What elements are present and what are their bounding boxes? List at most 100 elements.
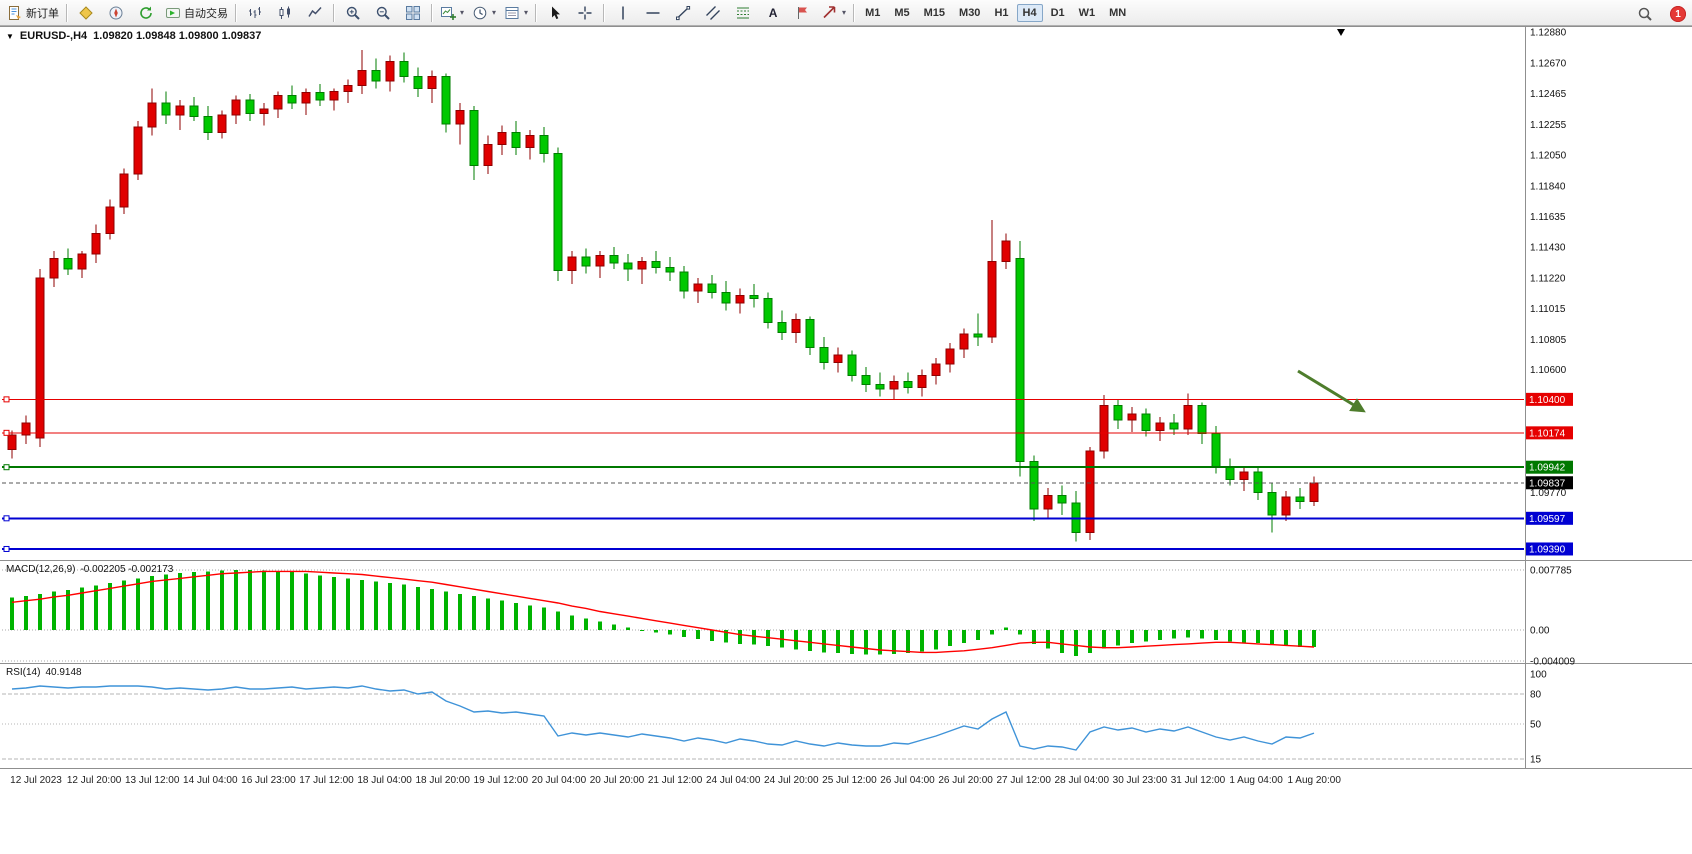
chart-menu-icon[interactable]: ▼ <box>6 31 14 41</box>
timeframe-m5[interactable]: M5 <box>894 6 910 19</box>
candle <box>553 147 563 281</box>
candle <box>819 337 829 370</box>
shapes-button[interactable]: ▾ <box>818 1 850 25</box>
price-line[interactable]: 1.10400 <box>2 392 1573 406</box>
price-line[interactable]: 1.10174 <box>2 426 1573 440</box>
price-axis-label: 1.10805 <box>1530 335 1567 346</box>
candle <box>343 79 353 104</box>
arrow-annotation[interactable] <box>1297 369 1366 413</box>
candle <box>1267 482 1277 533</box>
candle <box>581 248 591 274</box>
timeframe-h4[interactable]: H4 <box>1016 3 1043 22</box>
candle <box>21 415 31 444</box>
candle <box>413 67 423 98</box>
price-line-label-box <box>1526 392 1573 406</box>
new-order-button[interactable]: 新订单 <box>3 1 63 25</box>
templates-icon <box>505 6 519 19</box>
line-anchor[interactable] <box>3 464 10 471</box>
price-line[interactable]: 1.09597 <box>2 511 1573 525</box>
search-icon <box>1638 7 1652 21</box>
navigator-icon <box>109 6 123 19</box>
line-anchor[interactable] <box>3 545 10 552</box>
trendline-icon <box>676 5 691 20</box>
timeframe-m1[interactable]: M1 <box>865 6 881 19</box>
line-anchor[interactable] <box>3 429 10 436</box>
candle <box>1239 466 1249 492</box>
candle <box>7 430 17 459</box>
candle <box>147 88 157 136</box>
chart-canvas[interactable]: 1.12880 1.12670 1.12465 1.12255 1.12050 1.118… <box>0 26 1692 792</box>
timeframe-w1[interactable]: W1 <box>1078 6 1096 19</box>
navigator-button[interactable] <box>101 1 131 25</box>
crosshair-icon <box>578 6 592 19</box>
search-button[interactable] <box>1630 2 1660 26</box>
price-line-label: 1.09597 <box>1529 514 1566 525</box>
tile-windows-button[interactable] <box>398 1 428 25</box>
vertical-line-button[interactable] <box>608 1 638 25</box>
time-axis-label: 1 Aug 20:00 <box>1288 775 1342 786</box>
candle <box>833 347 843 373</box>
candle <box>1309 476 1319 507</box>
horizontal-line-button[interactable] <box>638 1 668 25</box>
candle <box>175 100 185 130</box>
time-axis-label: 21 Jul 12:00 <box>648 775 703 786</box>
candle <box>217 110 227 139</box>
periods-button[interactable]: ▾ <box>468 1 500 25</box>
channel-button[interactable] <box>698 1 728 25</box>
horizontal-line-icon <box>646 11 660 14</box>
price-axis-label: 1.11635 <box>1530 212 1566 223</box>
timeframe-d1[interactable]: D1 <box>1050 6 1065 19</box>
candle <box>525 129 535 160</box>
zoom-out-button[interactable] <box>368 1 398 25</box>
timeframe-m15[interactable]: M15 <box>923 6 946 19</box>
new-chart-button[interactable]: ▾ <box>436 1 468 25</box>
fibonacci-button[interactable] <box>728 1 758 25</box>
profiles-button[interactable] <box>71 1 101 25</box>
trendline-button[interactable] <box>668 1 698 25</box>
notification-badge[interactable]: 1 <box>1670 6 1686 22</box>
time-axis-label: 24 Jul 20:00 <box>764 775 819 786</box>
line-anchor[interactable] <box>3 396 10 403</box>
chart-bars-button[interactable] <box>240 1 270 25</box>
candle <box>1281 491 1291 521</box>
timeframe-mn[interactable]: MN <box>1109 6 1127 19</box>
chart-candles-button[interactable] <box>270 1 300 25</box>
price-axis-label: 1.12255 <box>1530 120 1567 131</box>
line-anchor[interactable] <box>3 515 10 522</box>
chart-title: ▼ EURUSD-,H4 1.09820 1.09848 1.09800 1.0… <box>6 30 261 42</box>
text-tool-button[interactable]: A <box>758 1 788 25</box>
time-axis-label: 31 Jul 12:00 <box>1171 775 1226 786</box>
timeframe-h1[interactable]: H1 <box>994 6 1009 19</box>
zoom-in-button[interactable] <box>338 1 368 25</box>
crosshair-button[interactable] <box>570 1 600 25</box>
candle <box>777 310 787 341</box>
candle <box>77 251 87 278</box>
timeframe-m30[interactable]: M30 <box>959 6 981 19</box>
price-line-label: 1.09942 <box>1529 463 1566 474</box>
periods-icon <box>473 6 487 19</box>
price-axis-label: 1.12465 <box>1530 89 1567 100</box>
candle <box>651 251 661 274</box>
label-tool-button[interactable] <box>788 1 818 25</box>
time-axis-label: 13 Jul 12:00 <box>125 775 180 786</box>
candle <box>469 106 479 181</box>
price-line[interactable]: 1.09942 <box>2 460 1573 474</box>
chart-line-button[interactable] <box>300 1 330 25</box>
macd-title: MACD(12,26,9) <box>6 564 76 575</box>
candle <box>315 83 325 107</box>
rsi-axis-label: 50 <box>1530 720 1542 731</box>
price-line-label-box <box>1526 426 1573 440</box>
candle <box>987 220 997 344</box>
cursor-button[interactable] <box>540 1 570 25</box>
new-order-icon <box>9 5 21 20</box>
templates-button[interactable]: ▾ <box>500 1 532 25</box>
zoom-in-icon <box>346 6 360 20</box>
candle <box>889 375 899 400</box>
autotrading-button[interactable]: 自动交易 <box>161 1 232 25</box>
refresh-button[interactable] <box>131 1 161 25</box>
candle <box>1057 485 1067 515</box>
candle <box>371 58 381 89</box>
price-line[interactable]: 1.09390 <box>2 542 1573 556</box>
chart-shift-marker[interactable] <box>1337 29 1345 36</box>
candle <box>637 257 647 284</box>
